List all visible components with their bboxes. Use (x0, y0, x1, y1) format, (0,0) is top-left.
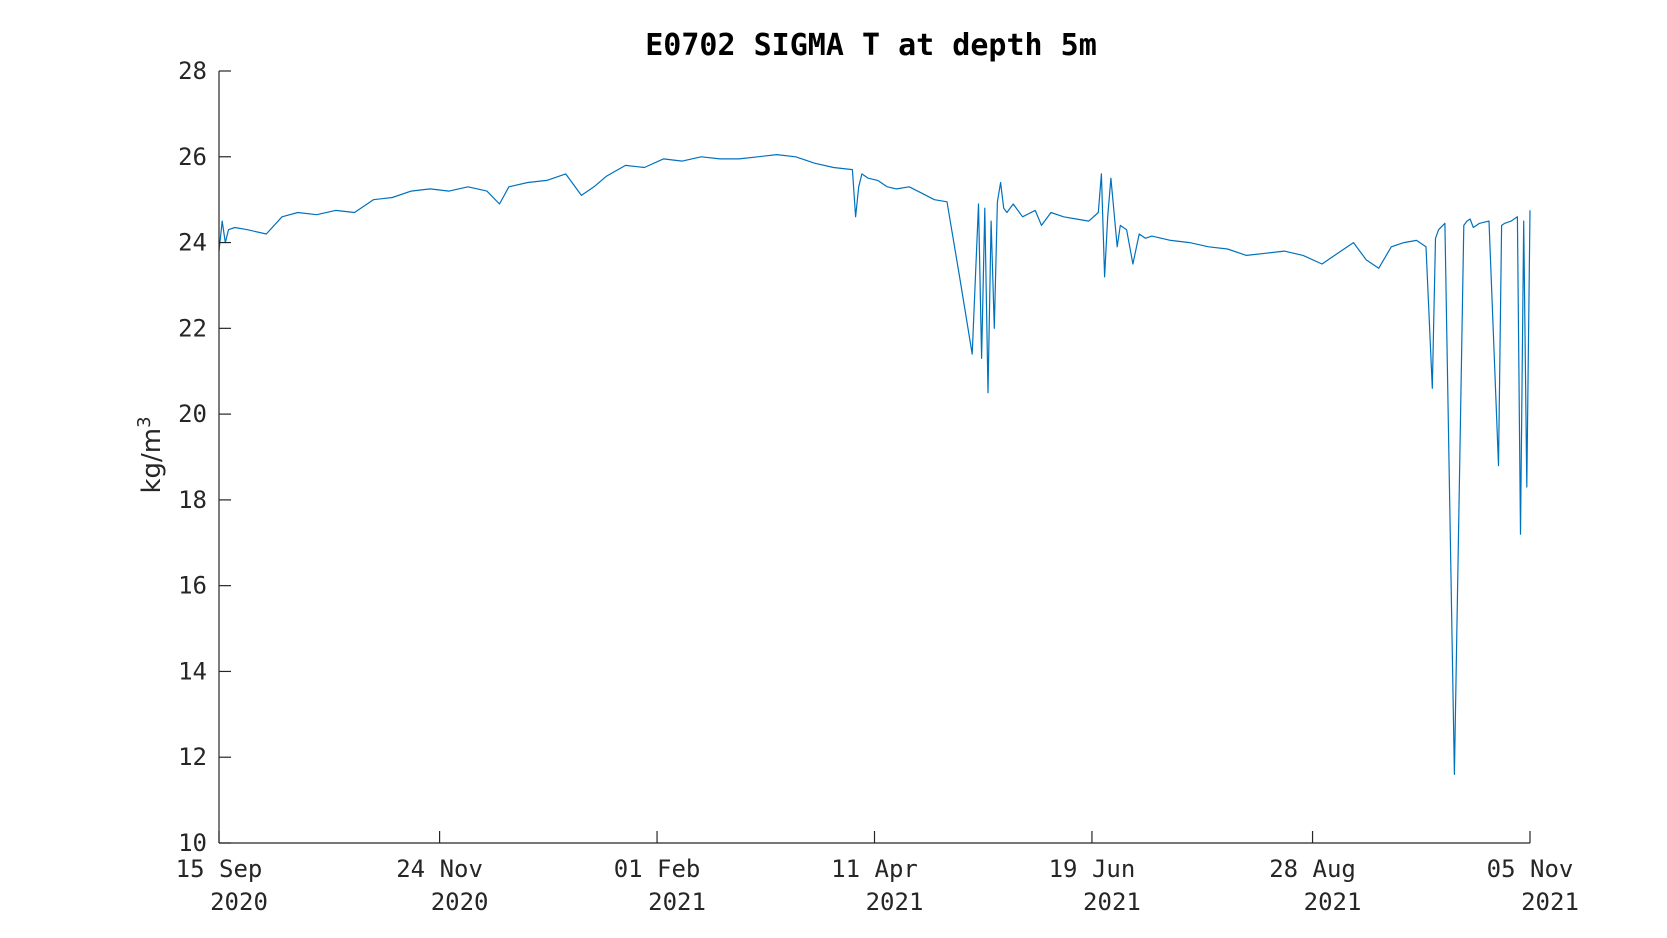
y-tick-label: 12 (178, 743, 207, 771)
series-line (218, 154, 1531, 775)
y-tick-label: 16 (178, 572, 207, 600)
x-tick-label-date: 01 Feb (614, 855, 701, 883)
x-tick-label-year: 2020 (431, 888, 489, 916)
y-axis-label: kg/m3 (134, 416, 167, 493)
x-tick-label-date: 05 Nov (1487, 855, 1574, 883)
y-tick-label: 10 (178, 829, 207, 857)
x-tick-label-date: 19 Jun (1049, 855, 1136, 883)
x-tick-label-date: 15 Sep (176, 855, 263, 883)
y-tick-label: 26 (178, 143, 207, 171)
y-tick-label: 28 (178, 57, 207, 85)
x-tick-label-year: 2021 (866, 888, 924, 916)
chart-title: E0702 SIGMA T at depth 5m (645, 28, 1097, 63)
y-tick-label: 18 (178, 486, 207, 514)
y-tick-label: 24 (178, 229, 207, 257)
x-tick-label-date: 28 Aug (1269, 855, 1356, 883)
y-ticks: 10 12 14 16 18 20 22 24 26 28 (178, 57, 231, 857)
x-tick-label-date: 11 Apr (831, 855, 918, 883)
x-tick-label-year: 2021 (1304, 888, 1362, 916)
x-tick-label-year: 2021 (1521, 888, 1579, 916)
plot-area: 10 12 14 16 18 20 22 24 26 28 15 Sep 2020 24 Nov 202… (176, 57, 1579, 916)
x-tick-label-year: 2020 (210, 888, 268, 916)
y-axis-label-exponent: 3 (134, 416, 155, 427)
y-tick-label: 20 (178, 400, 207, 428)
y-axis-label-unit: kg/m (137, 428, 167, 494)
y-tick-label: 14 (178, 657, 207, 685)
x-tick-label-year: 2021 (648, 888, 706, 916)
x-tick-label-date: 24 Nov (396, 855, 483, 883)
y-tick-label: 22 (178, 314, 207, 342)
x-tick-label-year: 2021 (1083, 888, 1141, 916)
x-ticks: 15 Sep 2020 24 Nov 2020 01 Feb 2021 11 Apr 2021… (176, 831, 1579, 916)
